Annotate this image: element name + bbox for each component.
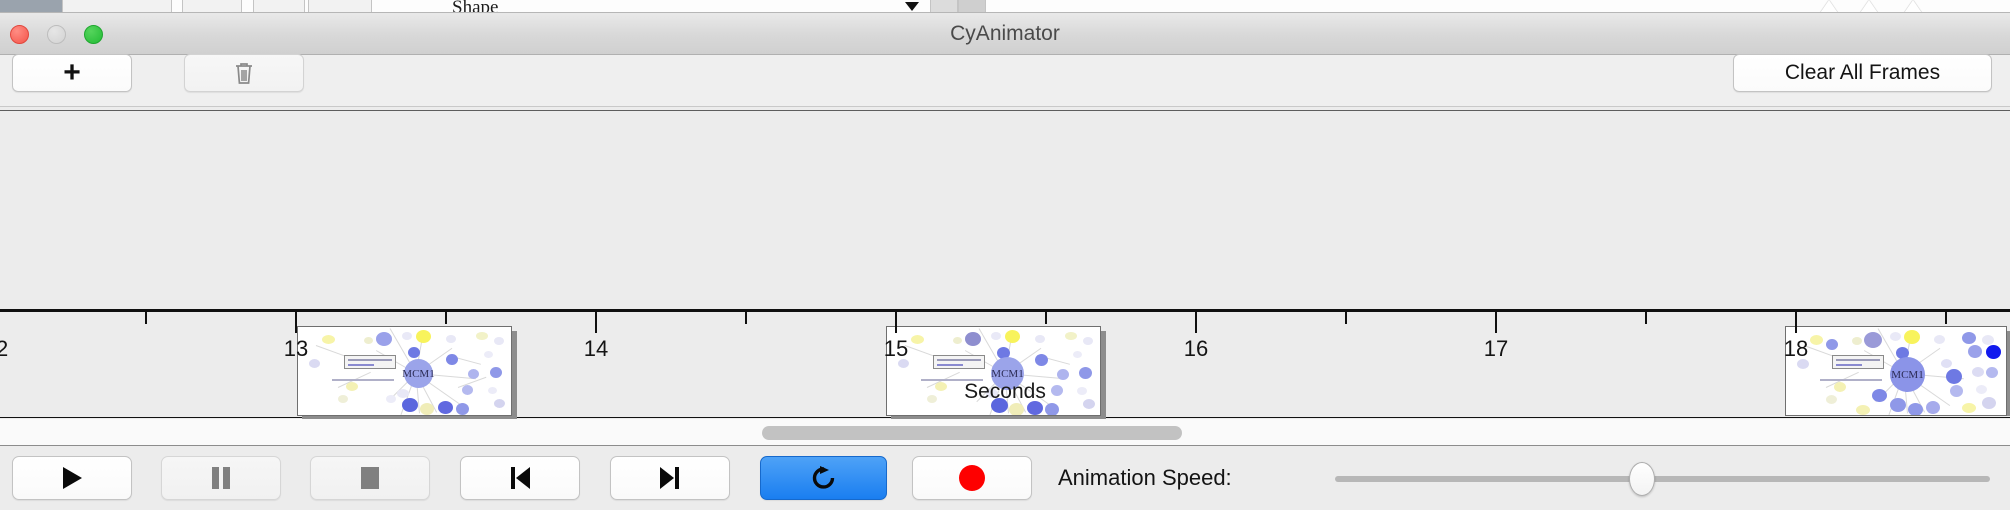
frame-thumbnail: MCM1: [297, 326, 512, 416]
bg-slider-markers: [1820, 0, 1930, 12]
play-icon: [60, 465, 84, 491]
axis-label: 12: [0, 336, 9, 361]
bg-tab: [308, 0, 372, 12]
bg-window-label: Shape: [452, 0, 499, 13]
pause-icon: [210, 465, 232, 491]
bg-tab: [62, 0, 172, 12]
network-thumbnail: MCM1: [1786, 327, 2006, 415]
timeline-axis-line: [0, 309, 2010, 312]
timeline-panel[interactable]: MCM1: [0, 110, 2010, 421]
axis-tick-major: [295, 312, 297, 333]
skip-end-icon: [658, 465, 682, 491]
axis-tick-major: [1795, 312, 1797, 333]
axis-tick-major: [595, 312, 597, 333]
title-bar: CyAnimator: [0, 13, 2010, 55]
animation-speed-slider-thumb[interactable]: [1629, 462, 1655, 496]
frame-thumbnail: MCM1: [1785, 326, 2007, 416]
hub-node-label: MCM1: [991, 357, 1024, 390]
clear-all-frames-button[interactable]: Clear All Frames: [1733, 54, 1992, 92]
timeline-scrollbar-track[interactable]: [0, 419, 2010, 446]
plus-icon: +: [63, 56, 81, 89]
close-button-icon[interactable]: [10, 25, 29, 44]
stop-button[interactable]: [310, 456, 430, 500]
axis-tick-major: [1495, 312, 1497, 333]
axis-label: 16: [1183, 336, 1209, 361]
bg-cursor-arrow-icon: [905, 2, 919, 11]
bg-tab: [253, 0, 305, 12]
record-icon: [959, 465, 985, 491]
axis-tick-minor: [1645, 312, 1647, 324]
bg-tab: [958, 0, 986, 12]
node-tooltip: [933, 355, 985, 369]
node-tooltip: [344, 355, 396, 369]
loop-icon: [810, 464, 838, 492]
axis-tick-minor: [1045, 312, 1047, 324]
minimize-button-icon[interactable]: [47, 25, 66, 44]
axis-tick-minor: [145, 312, 147, 324]
skip-start-button[interactable]: [460, 456, 580, 500]
delete-frame-button[interactable]: [184, 54, 304, 92]
hub-node-label: MCM1: [402, 359, 435, 388]
axis-tick-minor: [1945, 312, 1947, 324]
playback-bar: Animation Speed:: [0, 447, 2010, 510]
axis-tick-minor: [445, 312, 447, 324]
timeline-frame[interactable]: MCM1: [1785, 326, 2010, 416]
node-tooltip: [1832, 355, 1884, 369]
network-thumbnail: MCM1: [298, 327, 511, 415]
hub-node-label: MCM1: [1890, 357, 1925, 392]
trash-icon: [233, 60, 255, 86]
skip-end-button[interactable]: [610, 456, 730, 500]
traffic-lights: [10, 25, 103, 44]
network-thumbnail: MCM1: [887, 327, 1100, 415]
axis-label: 13: [283, 336, 309, 361]
axis-label: 17: [1483, 336, 1509, 361]
bg-tab: [930, 0, 958, 12]
toolbar: [0, 55, 2010, 107]
background-window-strip: Shape: [0, 0, 2010, 13]
axis-label: 15: [883, 336, 909, 361]
record-button[interactable]: [912, 456, 1032, 500]
axis-tick-minor: [745, 312, 747, 324]
skip-start-icon: [508, 465, 532, 491]
animation-speed-slider[interactable]: [1335, 462, 1990, 496]
axis-tick-minor: [1345, 312, 1347, 324]
frame-thumbnail: MCM1: [886, 326, 1101, 416]
play-button[interactable]: [12, 456, 132, 500]
pause-button[interactable]: [161, 456, 281, 500]
axis-tick-major: [895, 312, 897, 333]
axis-label: 14: [583, 336, 609, 361]
window-title: CyAnimator: [950, 22, 1060, 45]
bg-tab-active: [0, 0, 62, 12]
axis-tick-major: [1195, 312, 1197, 333]
axis-label: 18: [1783, 336, 1809, 361]
timeline-scrollbar-thumb[interactable]: [762, 426, 1182, 440]
loop-button[interactable]: [760, 456, 887, 500]
animation-speed-label: Animation Speed:: [1058, 465, 1232, 490]
stop-icon: [359, 466, 381, 490]
timeline-frame[interactable]: MCM1: [886, 326, 1106, 421]
bg-tab: [182, 0, 242, 12]
axis-title: Seconds: [964, 380, 1046, 403]
clear-all-frames-label: Clear All Frames: [1784, 61, 1941, 84]
timeline-frame[interactable]: MCM1: [297, 326, 517, 421]
zoom-button-icon[interactable]: [84, 25, 103, 44]
add-frame-button[interactable]: +: [12, 54, 132, 92]
